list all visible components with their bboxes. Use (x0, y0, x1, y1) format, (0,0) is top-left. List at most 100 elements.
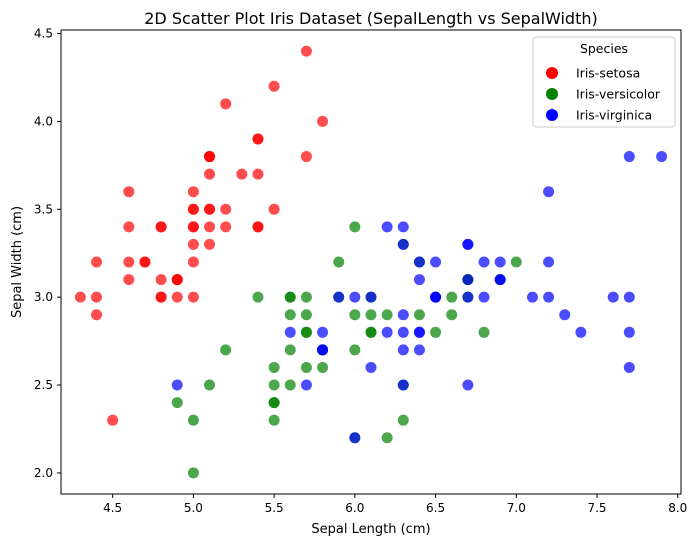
point-iris-versicolor-10 (187, 467, 199, 479)
point-iris-versicolor-49 (300, 326, 312, 338)
point-iris-setosa-46 (204, 151, 216, 163)
point-iris-versicolor-44 (284, 344, 296, 356)
point-iris-virginica-21 (284, 326, 296, 338)
point-iris-versicolor-23 (365, 326, 377, 338)
x-tick-label: 6.5 (426, 501, 445, 515)
legend-label-iris-versicolor: Iris-versicolor (576, 87, 661, 102)
point-iris-virginica-13 (300, 379, 312, 391)
point-iris-virginica-48 (381, 221, 393, 233)
point-iris-versicolor-25 (446, 291, 458, 303)
point-iris-setosa-33 (268, 80, 280, 92)
point-iris-virginica-8 (462, 379, 474, 391)
point-iris-versicolor-48 (204, 379, 216, 391)
point-iris-virginica-38 (349, 291, 361, 303)
point-iris-versicolor-38 (284, 291, 296, 303)
point-iris-virginica-7 (559, 309, 571, 321)
point-iris-setosa-16 (252, 133, 264, 145)
point-iris-virginica-2 (526, 291, 538, 303)
point-iris-virginica-23 (397, 344, 409, 356)
point-iris-versicolor-24 (413, 309, 425, 321)
point-iris-setosa-39 (204, 221, 216, 233)
point-iris-setosa-49 (187, 238, 199, 250)
point-iris-versicolor-18 (381, 432, 393, 444)
x-tick-label: 5.0 (184, 501, 203, 515)
y-axis-ticks: 2.0 2.5 3.0 3.5 4.0 4.5 (34, 27, 61, 480)
y-tick-label: 4.5 (34, 27, 53, 41)
y-tick-label: 2.0 (34, 466, 53, 480)
point-iris-virginica-47 (430, 291, 442, 303)
point-iris-virginica-3 (397, 309, 409, 321)
point-iris-virginica-41 (494, 274, 506, 286)
point-iris-versicolor-47 (381, 309, 393, 321)
point-iris-setosa-1 (171, 291, 183, 303)
point-iris-virginica-32 (413, 326, 425, 338)
point-iris-setosa-4 (187, 186, 199, 198)
legend-marker-iris-setosa (546, 67, 558, 79)
point-iris-setosa-45 (155, 291, 167, 303)
legend-marker-iris-versicolor (546, 88, 558, 100)
point-iris-virginica-17 (623, 151, 635, 163)
x-tick-label: 8.0 (668, 501, 687, 515)
point-iris-setosa-42 (91, 256, 103, 268)
point-iris-versicolor-9 (220, 344, 232, 356)
point-iris-virginica-31 (656, 151, 668, 163)
legend-label-iris-virginica: Iris-virginica (576, 108, 652, 123)
point-iris-versicolor-31 (268, 397, 280, 409)
point-iris-virginica-11 (413, 344, 425, 356)
point-iris-setosa-18 (300, 151, 312, 163)
point-iris-virginica-20 (494, 256, 506, 268)
point-iris-versicolor-14 (284, 309, 296, 321)
point-iris-virginica-15 (413, 256, 425, 268)
x-axis-label: Sepal Length (cm) (311, 522, 430, 537)
point-iris-versicolor-28 (349, 309, 361, 321)
point-iris-virginica-27 (365, 291, 377, 303)
point-iris-virginica-22 (623, 326, 635, 338)
legend-box (532, 36, 676, 128)
point-iris-virginica-9 (543, 186, 555, 198)
point-iris-virginica-49 (333, 291, 345, 303)
point-iris-versicolor-4 (430, 326, 442, 338)
point-iris-virginica-33 (397, 326, 409, 338)
point-iris-virginica-18 (623, 361, 635, 373)
x-tick-label: 6.0 (345, 501, 364, 515)
point-iris-setosa-10 (252, 168, 264, 180)
point-iris-setosa-28 (220, 221, 232, 233)
point-iris-setosa-6 (123, 221, 135, 233)
point-iris-virginica-44 (462, 238, 474, 250)
point-iris-versicolor-13 (365, 309, 377, 321)
point-iris-setosa-17 (204, 203, 216, 215)
y-tick-label: 3.5 (34, 202, 53, 216)
point-iris-setosa-25 (187, 291, 199, 303)
y-tick-label: 3.0 (34, 290, 53, 304)
point-iris-virginica-37 (413, 274, 425, 286)
point-iris-versicolor-35 (349, 221, 361, 233)
point-iris-virginica-43 (478, 256, 490, 268)
point-iris-versicolor-42 (317, 361, 329, 373)
point-iris-virginica-29 (543, 291, 555, 303)
point-iris-setosa-43 (187, 203, 199, 215)
point-iris-setosa-31 (252, 221, 264, 233)
point-iris-versicolor-3 (268, 414, 280, 426)
points-layer (74, 45, 668, 479)
point-iris-setosa-47 (123, 256, 135, 268)
point-iris-virginica-0 (397, 238, 409, 250)
point-iris-setosa-38 (91, 291, 103, 303)
x-tick-label: 4.5 (103, 501, 122, 515)
point-iris-virginica-14 (317, 326, 329, 338)
point-iris-setosa-14 (317, 115, 329, 127)
chart-title: 2D Scatter Plot Iris Dataset (SepalLengt… (144, 9, 598, 28)
point-iris-setosa-32 (220, 98, 232, 110)
point-iris-setosa-24 (155, 221, 167, 233)
point-iris-virginica-6 (171, 379, 183, 391)
point-iris-virginica-45 (462, 291, 474, 303)
point-iris-virginica-19 (349, 432, 361, 444)
point-iris-virginica-34 (365, 361, 377, 373)
point-iris-setosa-30 (155, 274, 167, 286)
point-iris-virginica-5 (607, 291, 619, 303)
legend-title: Species (580, 41, 628, 56)
point-iris-virginica-12 (478, 291, 490, 303)
point-iris-setosa-36 (268, 203, 280, 215)
point-iris-setosa-41 (107, 414, 119, 426)
point-iris-versicolor-33 (349, 344, 361, 356)
